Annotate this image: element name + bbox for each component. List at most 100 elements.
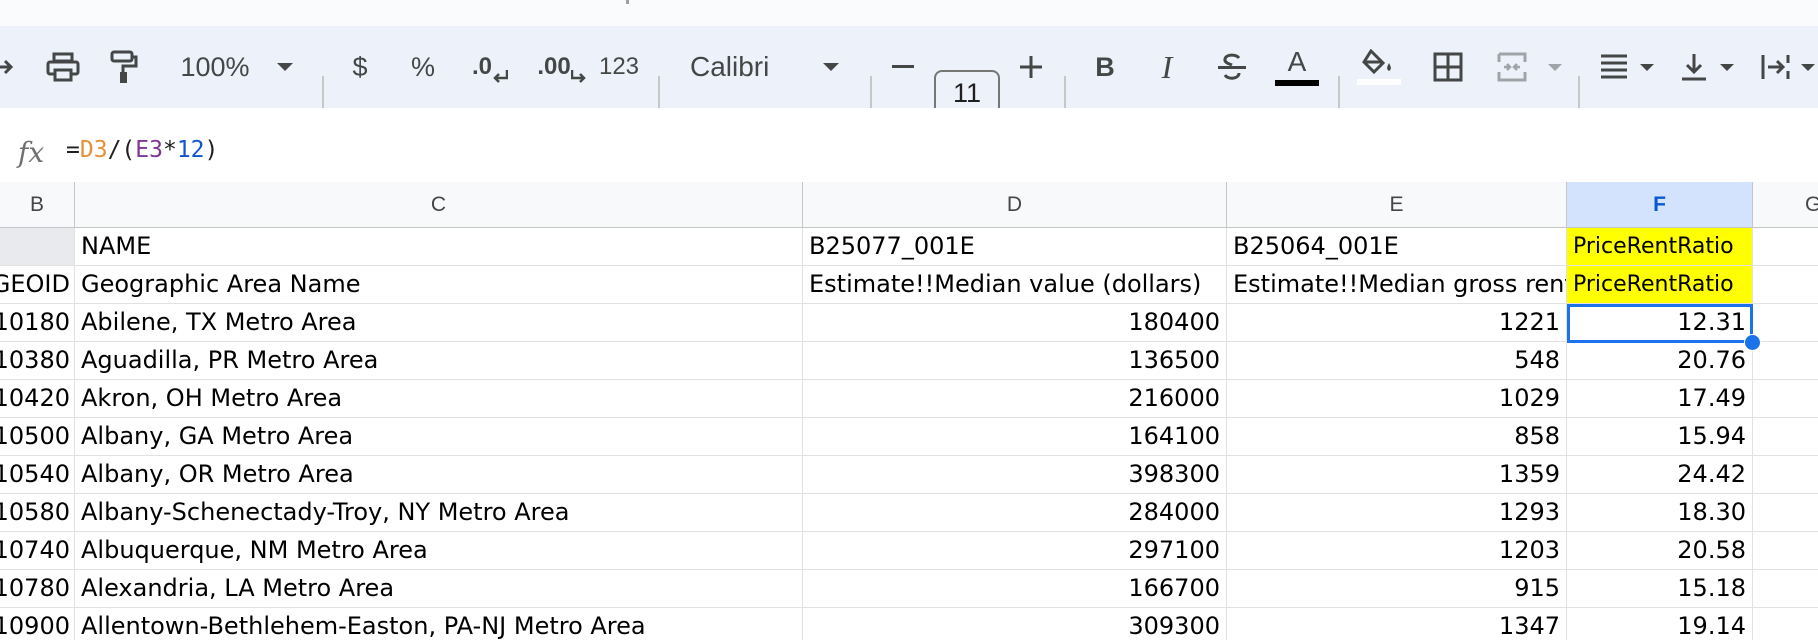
fill-handle[interactable] bbox=[1744, 334, 1761, 351]
bold-button[interactable]: B bbox=[1095, 51, 1115, 82]
column-header-c[interactable]: C bbox=[75, 182, 803, 228]
strikethrough-button[interactable] bbox=[1212, 26, 1252, 108]
data-cell-g[interactable] bbox=[1753, 494, 1818, 532]
zoom-select[interactable]: 100% bbox=[180, 51, 250, 82]
header-cell-c[interactable]: Geographic Area Name bbox=[75, 266, 803, 304]
data-cell-f[interactable]: 18.30 bbox=[1567, 494, 1753, 532]
header-cell-b[interactable]: GEOID bbox=[0, 266, 75, 304]
header-cell-f[interactable]: PriceRentRatio bbox=[1567, 228, 1753, 266]
data-cell-c[interactable]: Akron, OH Metro Area bbox=[75, 380, 803, 418]
increase-decimal-button[interactable]: .00 bbox=[532, 26, 592, 108]
vertical-align-icon[interactable] bbox=[1676, 26, 1712, 108]
decrease-decimal-button[interactable]: .0 bbox=[468, 26, 512, 108]
data-cell-b[interactable]: 10740 bbox=[0, 532, 75, 570]
data-cell-d[interactable]: 166700 bbox=[803, 570, 1227, 608]
font-chevron-down-icon[interactable] bbox=[818, 26, 844, 108]
merge-chevron-down-icon[interactable] bbox=[1544, 26, 1566, 108]
data-cell-b[interactable]: 10580 bbox=[0, 494, 75, 532]
data-cell-f[interactable]: 12.31 bbox=[1567, 304, 1753, 342]
decrease-font-size-button[interactable] bbox=[888, 26, 918, 108]
font-family-select[interactable]: Calibri bbox=[690, 51, 770, 82]
column-header-e[interactable]: E bbox=[1227, 182, 1567, 228]
data-cell-c[interactable]: Albany, OR Metro Area bbox=[75, 456, 803, 494]
header-cell-f[interactable]: PriceRentRatio bbox=[1567, 266, 1753, 304]
zoom-chevron-down-icon[interactable] bbox=[270, 26, 300, 108]
data-cell-b[interactable]: 10500 bbox=[0, 418, 75, 456]
paint-format-icon[interactable] bbox=[104, 26, 144, 108]
data-cell-d[interactable]: 216000 bbox=[803, 380, 1227, 418]
data-cell-g[interactable] bbox=[1753, 380, 1818, 418]
borders-icon[interactable] bbox=[1428, 26, 1468, 108]
data-cell-c[interactable]: Allentown-Bethlehem-Easton, PA-NJ Metro … bbox=[75, 608, 803, 640]
data-cell-f[interactable]: 20.76 bbox=[1567, 342, 1753, 380]
data-cell-d[interactable]: 297100 bbox=[803, 532, 1227, 570]
formula-input[interactable]: =D3/(E3*12) bbox=[66, 137, 218, 163]
data-cell-e[interactable]: 1221 bbox=[1227, 304, 1567, 342]
header-cell-e[interactable]: B25064_001E bbox=[1227, 228, 1567, 266]
data-cell-d[interactable]: 180400 bbox=[803, 304, 1227, 342]
data-cell-g[interactable] bbox=[1753, 418, 1818, 456]
header-cell-e[interactable]: Estimate!!Median gross rent bbox=[1227, 266, 1567, 304]
data-cell-g[interactable] bbox=[1753, 342, 1818, 380]
data-cell-f[interactable]: 15.94 bbox=[1567, 418, 1753, 456]
percent-button[interactable]: % bbox=[410, 51, 435, 82]
data-cell-f[interactable]: 20.58 bbox=[1567, 532, 1753, 570]
data-cell-c[interactable]: Albuquerque, NM Metro Area bbox=[75, 532, 803, 570]
data-cell-g[interactable] bbox=[1753, 456, 1818, 494]
italic-button[interactable]: I bbox=[1161, 48, 1173, 85]
valign-chevron-down-icon[interactable] bbox=[1716, 26, 1738, 108]
data-cell-d[interactable]: 284000 bbox=[803, 494, 1227, 532]
data-cell-c[interactable]: Alexandria, LA Metro Area bbox=[75, 570, 803, 608]
header-cell-g[interactable] bbox=[1753, 228, 1818, 266]
data-cell-e[interactable]: 1029 bbox=[1227, 380, 1567, 418]
data-cell-e[interactable]: 1359 bbox=[1227, 456, 1567, 494]
increase-font-size-button[interactable] bbox=[1016, 26, 1046, 108]
header-cell-c[interactable]: NAME bbox=[75, 228, 803, 266]
column-header-b[interactable]: B bbox=[0, 182, 75, 228]
data-cell-b[interactable]: 10540 bbox=[0, 456, 75, 494]
data-cell-c[interactable]: Albany, GA Metro Area bbox=[75, 418, 803, 456]
number-format-button[interactable]: 123 bbox=[598, 53, 640, 80]
column-header-g[interactable]: G bbox=[1753, 182, 1818, 228]
align-chevron-down-icon[interactable] bbox=[1636, 26, 1658, 108]
text-wrapping-icon[interactable] bbox=[1756, 26, 1796, 108]
data-cell-b[interactable]: 10420 bbox=[0, 380, 75, 418]
data-cell-g[interactable] bbox=[1753, 608, 1818, 640]
column-header-d[interactable]: D bbox=[803, 182, 1227, 228]
data-cell-b[interactable]: 10380 bbox=[0, 342, 75, 380]
data-cell-c[interactable]: Aguadilla, PR Metro Area bbox=[75, 342, 803, 380]
data-cell-f[interactable]: 19.14 bbox=[1567, 608, 1753, 640]
data-cell-e[interactable]: 548 bbox=[1227, 342, 1567, 380]
data-cell-g[interactable] bbox=[1753, 570, 1818, 608]
currency-button[interactable]: $ bbox=[352, 51, 368, 82]
data-cell-e[interactable]: 1293 bbox=[1227, 494, 1567, 532]
text-color-button[interactable]: A bbox=[1274, 26, 1320, 108]
header-cell-g[interactable] bbox=[1753, 266, 1818, 304]
data-cell-g[interactable] bbox=[1753, 532, 1818, 570]
data-cell-f[interactable]: 15.18 bbox=[1567, 570, 1753, 608]
redo-icon[interactable] bbox=[0, 26, 14, 108]
horizontal-align-icon[interactable] bbox=[1596, 26, 1632, 108]
data-cell-d[interactable]: 398300 bbox=[803, 456, 1227, 494]
merge-cells-icon[interactable] bbox=[1492, 26, 1532, 108]
data-cell-b[interactable]: 10900 bbox=[0, 608, 75, 640]
print-icon[interactable] bbox=[40, 26, 86, 108]
header-cell-d[interactable]: B25077_001E bbox=[803, 228, 1227, 266]
data-cell-c[interactable]: Albany-Schenectady-Troy, NY Metro Area bbox=[75, 494, 803, 532]
data-cell-f[interactable]: 24.42 bbox=[1567, 456, 1753, 494]
data-cell-d[interactable]: 136500 bbox=[803, 342, 1227, 380]
fill-color-button[interactable] bbox=[1356, 26, 1402, 108]
data-cell-f[interactable]: 17.49 bbox=[1567, 380, 1753, 418]
wrap-chevron-down-icon[interactable] bbox=[1798, 26, 1818, 108]
data-cell-c[interactable]: Abilene, TX Metro Area bbox=[75, 304, 803, 342]
column-header-f[interactable]: F bbox=[1567, 182, 1753, 228]
data-cell-b[interactable]: 10180 bbox=[0, 304, 75, 342]
header-cell-d[interactable]: Estimate!!Median value (dollars) bbox=[803, 266, 1227, 304]
data-cell-e[interactable]: 915 bbox=[1227, 570, 1567, 608]
data-cell-g[interactable] bbox=[1753, 304, 1818, 342]
data-cell-d[interactable]: 309300 bbox=[803, 608, 1227, 640]
data-cell-e[interactable]: 1347 bbox=[1227, 608, 1567, 640]
data-cell-d[interactable]: 164100 bbox=[803, 418, 1227, 456]
header-cell-b[interactable] bbox=[0, 228, 75, 266]
data-cell-b[interactable]: 10780 bbox=[0, 570, 75, 608]
